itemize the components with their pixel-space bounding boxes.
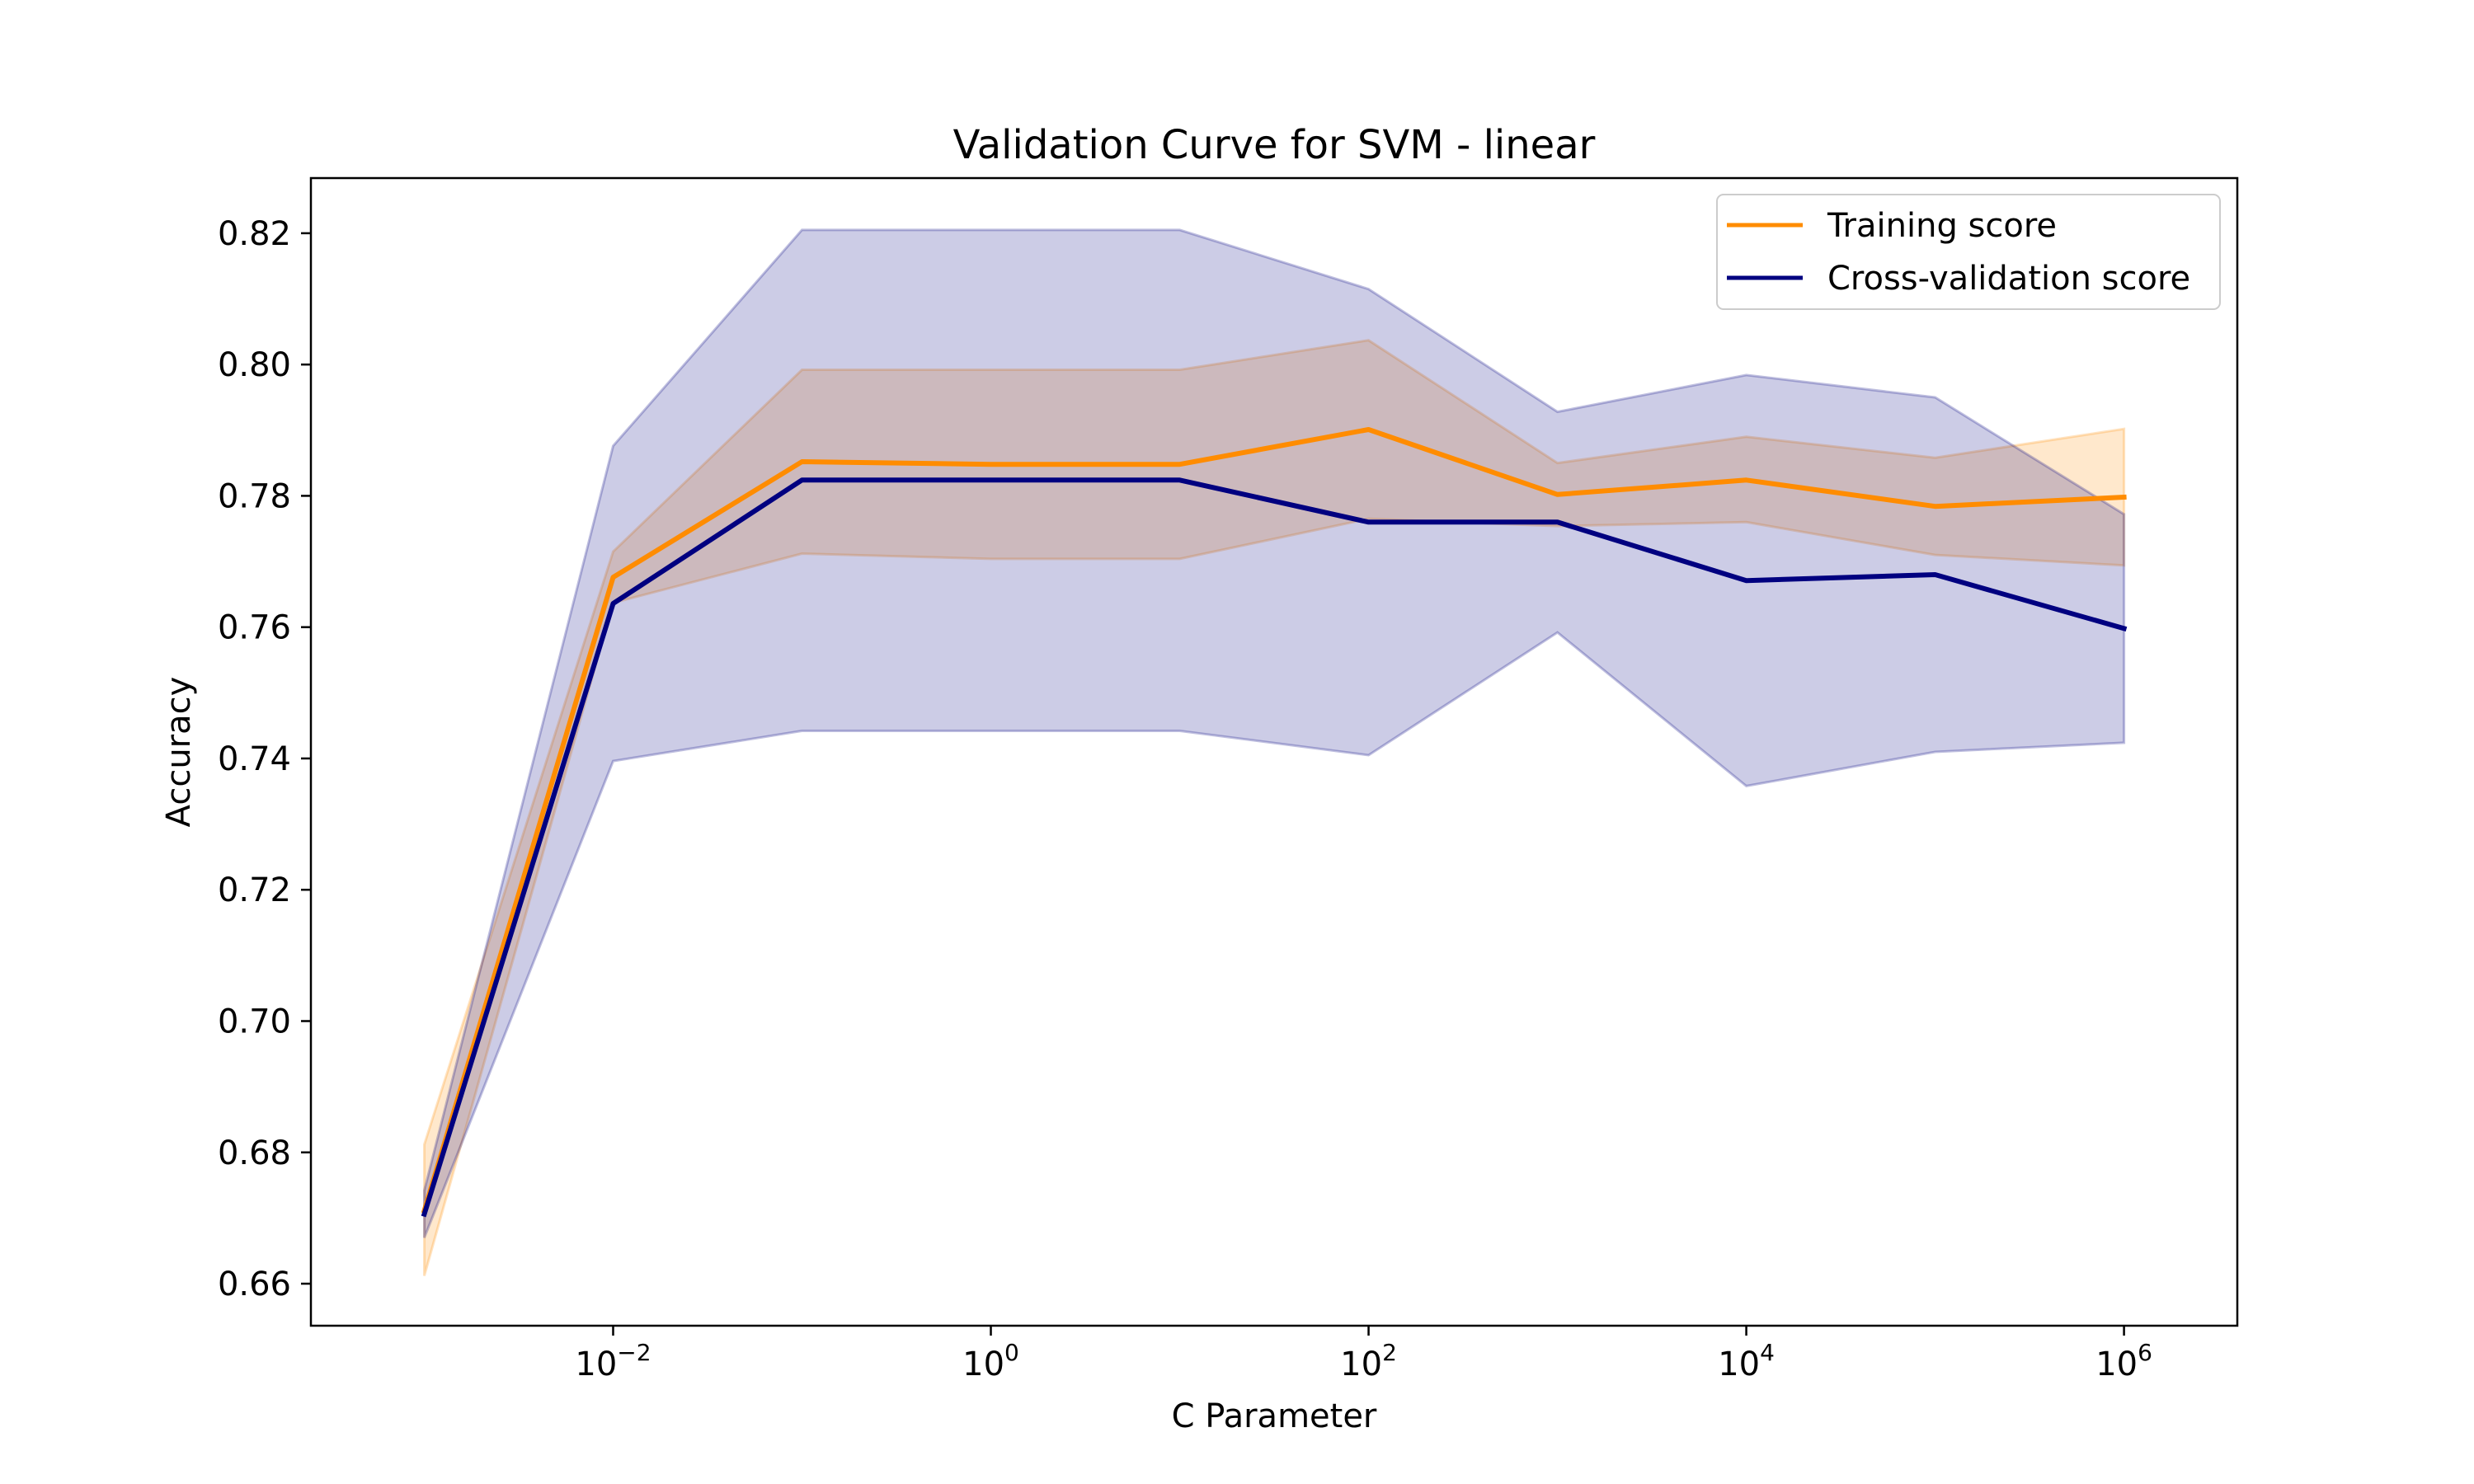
y-tick-label: 0.72: [218, 871, 291, 909]
y-tick-label: 0.66: [218, 1266, 291, 1303]
y-tick-label: 0.80: [218, 346, 291, 384]
series-lines: [421, 427, 2128, 1218]
x-axis-label: C Parameter: [1172, 1397, 1377, 1435]
legend: Training score Cross-validation score: [1716, 194, 2221, 310]
y-tick-label: 0.70: [218, 1003, 291, 1040]
y-axis-label: Accuracy: [160, 677, 198, 828]
x-tick-label: 100: [962, 1339, 1019, 1383]
x-axis-ticks: 10−2 100 102 104 106: [575, 1326, 2152, 1383]
y-axis-ticks: 0.66 0.68 0.70 0.72 0.74 0.76 0.78 0.80 0.82: [218, 215, 311, 1303]
y-tick-label: 0.82: [218, 215, 291, 253]
x-tick-label: 102: [1340, 1339, 1397, 1383]
y-tick-label: 0.68: [218, 1134, 291, 1172]
legend-label-cross-validation: Cross-validation score: [1827, 260, 2190, 298]
chart-title: Validation Curve for SVM - linear: [953, 122, 1596, 168]
y-tick-label: 0.78: [218, 477, 291, 515]
legend-label-training: Training score: [1827, 207, 2057, 245]
x-tick-label: 106: [2095, 1339, 2152, 1383]
x-tick-label: 104: [1718, 1339, 1775, 1383]
y-tick-label: 0.76: [218, 609, 291, 647]
plot-frame: [309, 176, 2239, 1327]
x-tick-label: 10−2: [575, 1339, 651, 1383]
training-score-line: [421, 427, 2127, 1214]
y-tick-label: 0.74: [218, 740, 291, 778]
legend-box: [1716, 194, 2221, 310]
training-score-band: [423, 339, 2126, 1276]
cross-validation-score-line: [421, 477, 2128, 1218]
